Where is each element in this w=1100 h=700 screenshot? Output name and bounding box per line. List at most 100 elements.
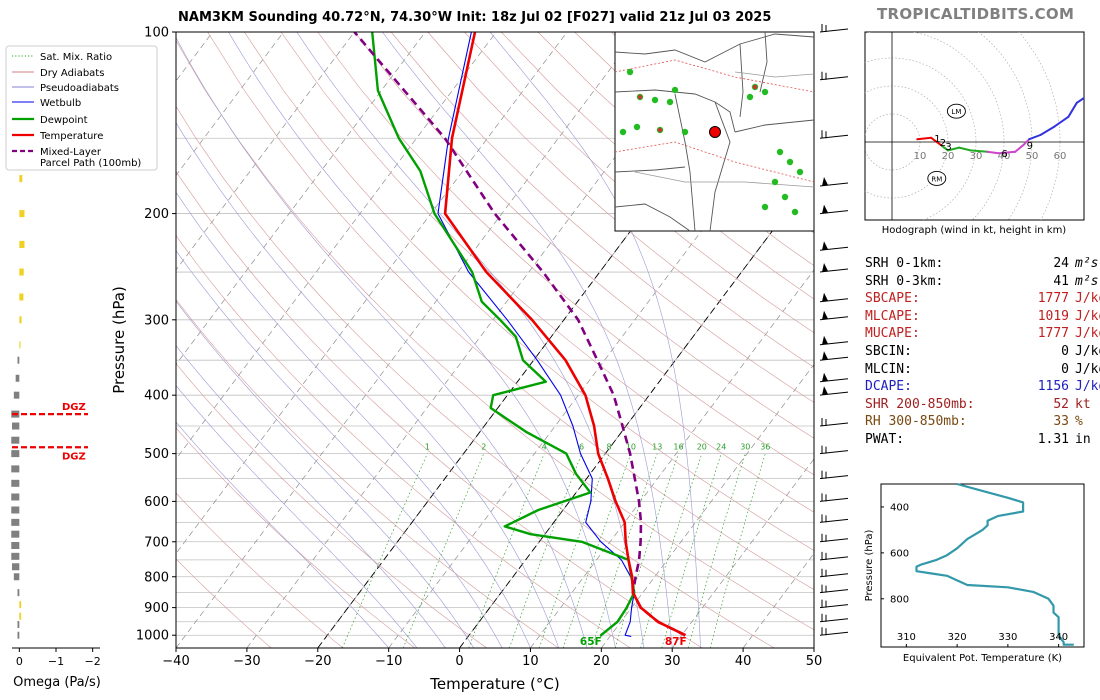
mixing-ratio-line [591,453,658,648]
omega-bar [19,175,23,183]
theta-e-x-tick-label: 310 [897,632,916,643]
hodograph-height-label: 9 [1027,141,1033,152]
mixing-ratio-line [687,453,746,648]
hodograph-ring-label: 10 [914,151,927,162]
legend-box [5,45,158,171]
stat-label: SRH 0-3km: [865,273,944,289]
map-border [759,31,768,93]
omega-tick-label: −1 [48,655,64,668]
stat-unit: J/kg [1075,291,1100,307]
wind-barb [819,310,849,321]
stat-row: SBCIN: 0 J/kg [865,343,1100,361]
y-tick-label: 100 [144,26,169,41]
pseudoadiabat [176,37,588,648]
omega-bar [19,341,21,349]
wind-barb [819,292,849,303]
storm-motion-marker [946,103,966,119]
omega-bar [17,621,20,629]
isotherm-highlight [459,174,814,648]
hodograph-ring-label: 60 [1054,151,1067,162]
y-tick-label: 300 [144,313,169,328]
stat-row: SHR 200-850mb: 52 kt [865,396,1100,414]
hodograph-ring-label: 20 [942,151,955,162]
dry-adiabat [176,170,703,648]
hodograph-trace [1039,125,1056,136]
wind-barb [819,71,849,81]
mixing-ratio-label: 4 [542,443,547,452]
wind-barb [819,263,849,273]
dry-adiabat [280,32,814,513]
omega-bar [11,506,20,514]
omega-bar [11,552,20,560]
dry-adiabat [390,32,814,403]
y-tick-label: 200 [144,207,169,222]
theta-e-x-tick-label: 320 [948,632,967,643]
isotherm [530,269,814,648]
map-precip-heavy [752,84,758,90]
map-precip [786,158,794,166]
stat-label: MLCAPE: [865,308,920,324]
stat-value: 33 [1053,414,1069,430]
wind-barb [819,627,849,636]
wind-barb [819,493,849,502]
wind-barb [819,599,849,609]
theta-e-frame [880,483,1085,648]
y-tick-label: 1000 [136,629,169,644]
dry-adiabat [464,32,814,334]
wind-barb [819,241,849,251]
hodograph-ring-label: 50 [1026,151,1039,162]
stat-label: RH 300-850mb: [865,414,967,430]
y-tick-label: 600 [144,495,169,510]
wind-barb [819,24,849,33]
omega-bar [12,422,20,430]
hodograph-height-label: 3 [945,142,951,153]
x-tick-label: −40 [162,654,189,669]
omega-bar [11,518,20,526]
stat-unit: m²s⁻² [1075,256,1100,271]
map-precip [633,123,641,131]
legend-label: Dewpoint [40,115,88,126]
pseudoadiabat [176,421,389,648]
temperature-line [443,32,686,637]
stat-value: 41 [1053,273,1069,289]
mixing-ratio-label: 30 [740,443,750,452]
hodograph-caption: Hodograph (wind in kt, height in km) [882,225,1067,236]
hodograph-trace [1028,134,1042,141]
map-precip [746,93,754,101]
pseudoadiabat [176,385,418,648]
stat-label: SHR 200-850mb: [865,396,975,412]
isotherm [176,32,497,460]
isotherm [176,32,355,271]
stat-label: MLCIN: [865,361,912,377]
mixing-ratio-label: 10 [626,443,636,452]
map-border [674,93,696,232]
stat-unit: J/kg [1075,326,1100,342]
stat-row: SRH 0-3km: 41 m²s⁻² [865,273,1100,291]
hodograph-height-label: 2 [940,138,946,149]
omega-tick-label: 0 [16,655,23,668]
stat-unit: % [1075,414,1083,430]
mixing-ratio-line [402,453,485,648]
mixing-ratio-label: 6 [579,443,584,452]
x-tick-label: 50 [806,654,823,669]
map-precip [671,86,679,94]
stat-row: RH 300-850mb: 33% [865,413,1100,431]
map-precip [791,208,799,216]
mixing-ratio-line [468,453,545,648]
pseudoadiabat [489,32,701,648]
theta-e-x-axis-label: Equivalent Pot. Temperature (K) [903,653,1062,664]
hodograph-trace [935,141,944,148]
mixing-ratio-label: 16 [673,443,683,452]
hodograph-trace [930,136,938,143]
stat-label: DCAPE: [865,379,912,395]
stat-label: SRH 0-1km: [865,256,944,271]
map-isobar [614,141,815,183]
hodograph-trace [941,145,949,152]
y-tick-label: 900 [144,601,169,616]
legend-label: Sat. Mix. Ratio [40,52,112,63]
mixing-ratio-label: 24 [716,443,726,452]
omega-bar [19,612,22,620]
omega-bar [17,631,20,639]
stat-row: DCAPE: 1156 J/kg [865,378,1100,396]
dry-adiabat [427,32,814,368]
